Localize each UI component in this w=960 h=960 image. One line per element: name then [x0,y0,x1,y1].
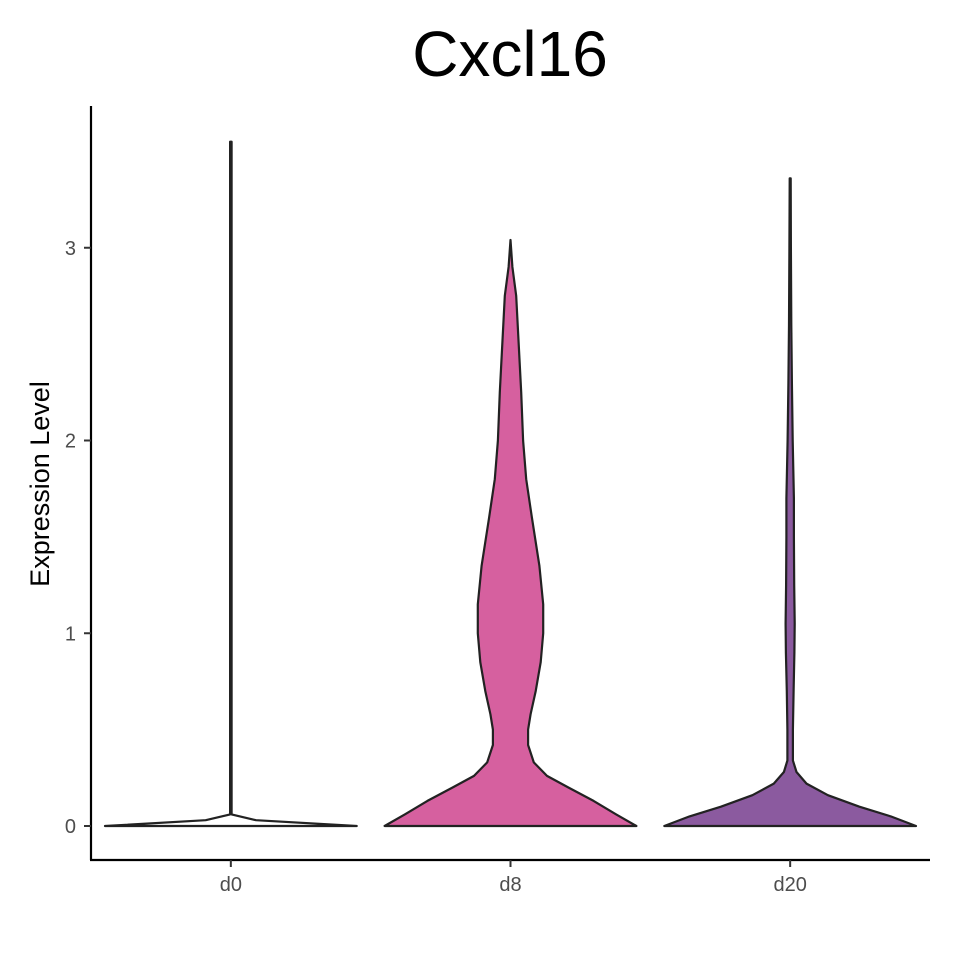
y-tick-label: 1 [65,623,76,645]
x-tick-label-d8: d8 [499,874,521,896]
y-tick-label: 2 [65,431,76,453]
x-tick-label-d20: d20 [773,874,806,896]
violin-d20 [663,177,918,828]
violins-layer [103,140,918,828]
x-tick-label-d0: d0 [220,874,242,896]
y-tick-label: 0 [65,816,76,838]
y-axis-ticks: 0 1 2 3 [65,238,91,838]
y-axis-title: Expression Level [25,381,55,587]
violin-d0 [103,140,358,828]
y-tick-label: 3 [65,238,76,260]
x-axis-ticks: d0 d8 d20 [220,860,807,896]
chart-title: Cxcl16 [412,18,608,90]
violin-d8 [383,238,638,828]
